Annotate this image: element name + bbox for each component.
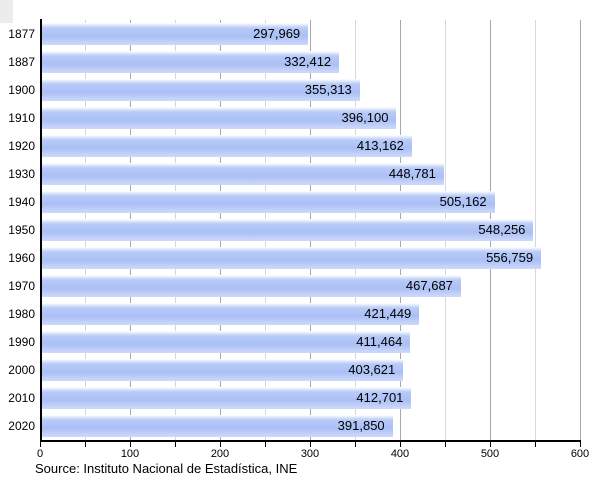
x-axis-tick: [175, 442, 176, 447]
bar-1930: 448,781: [40, 163, 444, 185]
bar-value-label: 413,162: [356, 138, 404, 153]
x-axis-tick: [265, 442, 266, 447]
x-axis-tick: [580, 442, 581, 447]
y-axis-label-1900: 1900: [8, 83, 35, 97]
x-axis-tick-label: 100: [120, 448, 140, 460]
bar-row-1950: 548,256: [40, 216, 580, 244]
x-axis-tick-label: 200: [210, 448, 230, 460]
x-axis-line: [40, 440, 581, 442]
bar-row-1887: 332,412: [40, 48, 580, 76]
x-axis-tick: [40, 442, 41, 447]
bar-1960: 556,759: [40, 247, 542, 269]
bar-row-1930: 448,781: [40, 160, 580, 188]
y-axis-line: [40, 19, 42, 441]
bar-1910: 396,100: [40, 107, 397, 129]
bar-row-2010: 412,701: [40, 384, 580, 412]
bar-value-label: 421,449: [364, 306, 412, 321]
x-axis-tick: [130, 442, 131, 447]
plot-area: 297,969 332,412 355,313 396,100 413,162 448,7…: [40, 20, 581, 440]
bar-value-label: 448,781: [388, 166, 436, 181]
bar-value-label: 403,621: [348, 362, 396, 377]
corner-artifact: [0, 0, 13, 23]
x-axis-tick: [445, 442, 446, 447]
bar-1950: 548,256: [40, 219, 534, 241]
x-axis-tick: [220, 442, 221, 447]
bar-value-label: 467,687: [405, 278, 453, 293]
bar-value-label: 391,850: [337, 418, 385, 433]
bar-row-1990: 411,464: [40, 328, 580, 356]
bar-row-1877: 297,969: [40, 20, 580, 48]
bar-1920: 413,162: [40, 135, 412, 157]
gridline-major: [580, 20, 581, 440]
x-axis-tick-label: 400: [390, 448, 410, 460]
y-axis-label-1930: 1930: [8, 167, 35, 181]
x-axis-tick-label: 0: [36, 448, 44, 460]
bar-2010: 412,701: [40, 387, 412, 409]
y-axis-label-1990: 1990: [8, 335, 35, 349]
source-caption: Source: Instituto Nacional de Estadístic…: [35, 461, 298, 476]
y-axis-label-1877: 1877: [8, 27, 35, 41]
bar-value-label: 332,412: [284, 54, 332, 69]
bar-value-label: 355,313: [304, 82, 352, 97]
bar-1900: 355,313: [40, 79, 360, 101]
bar-value-label: 297,969: [253, 26, 301, 41]
bar-1940: 505,162: [40, 191, 495, 213]
x-axis-tick: [400, 442, 401, 447]
y-axis-label-1910: 1910: [8, 111, 35, 125]
y-axis-label-2020: 2020: [8, 419, 35, 433]
bar-value-label: 396,100: [341, 110, 389, 125]
bar-2000: 403,621: [40, 359, 404, 381]
bar-1887: 332,412: [40, 51, 340, 73]
x-axis-tick: [535, 442, 536, 447]
x-axis-tick-label: 500: [480, 448, 500, 460]
x-axis-tick-label: 600: [570, 448, 590, 460]
gridline-minor: [535, 20, 536, 440]
bar-value-label: 411,464: [356, 334, 403, 349]
x-axis-tick: [310, 442, 311, 447]
y-axis-label-1960: 1960: [8, 251, 35, 265]
x-axis-tick-label: 300: [300, 448, 320, 460]
bar-row-1920: 413,162: [40, 132, 580, 160]
bar-row-1960: 556,759: [40, 244, 580, 272]
y-axis-label-1980: 1980: [8, 307, 35, 321]
bar-value-label: 412,701: [356, 390, 404, 405]
bar-row-2000: 403,621: [40, 356, 580, 384]
bar-row-1980: 421,449: [40, 300, 580, 328]
bar-row-2020: 391,850: [40, 412, 580, 440]
bar-row-1940: 505,162: [40, 188, 580, 216]
y-axis-label-1970: 1970: [8, 279, 35, 293]
bar-row-1910: 396,100: [40, 104, 580, 132]
bar-1980: 421,449: [40, 303, 420, 325]
bar-1970: 467,687: [40, 275, 461, 297]
y-axis-label-1887: 1887: [8, 55, 35, 69]
y-axis-label-1940: 1940: [8, 195, 35, 209]
bar-1877: 297,969: [40, 23, 309, 45]
y-axis-label-2010: 2010: [8, 391, 35, 405]
x-axis-tick: [355, 442, 356, 447]
y-axis-label-1950: 1950: [8, 223, 35, 237]
bar-value-label: 505,162: [439, 194, 487, 209]
bar-2020: 391,850: [40, 415, 393, 437]
bar-row-1900: 355,313: [40, 76, 580, 104]
y-axis-label-1920: 1920: [8, 139, 35, 153]
y-axis-label-2000: 2000: [8, 363, 35, 377]
bar-value-label: 556,759: [486, 250, 534, 265]
bar-row-1970: 467,687: [40, 272, 580, 300]
x-axis-tick: [85, 442, 86, 447]
x-axis-tick: [490, 442, 491, 447]
bar-1990: 411,464: [40, 331, 411, 353]
bar-value-label: 548,256: [478, 222, 526, 237]
